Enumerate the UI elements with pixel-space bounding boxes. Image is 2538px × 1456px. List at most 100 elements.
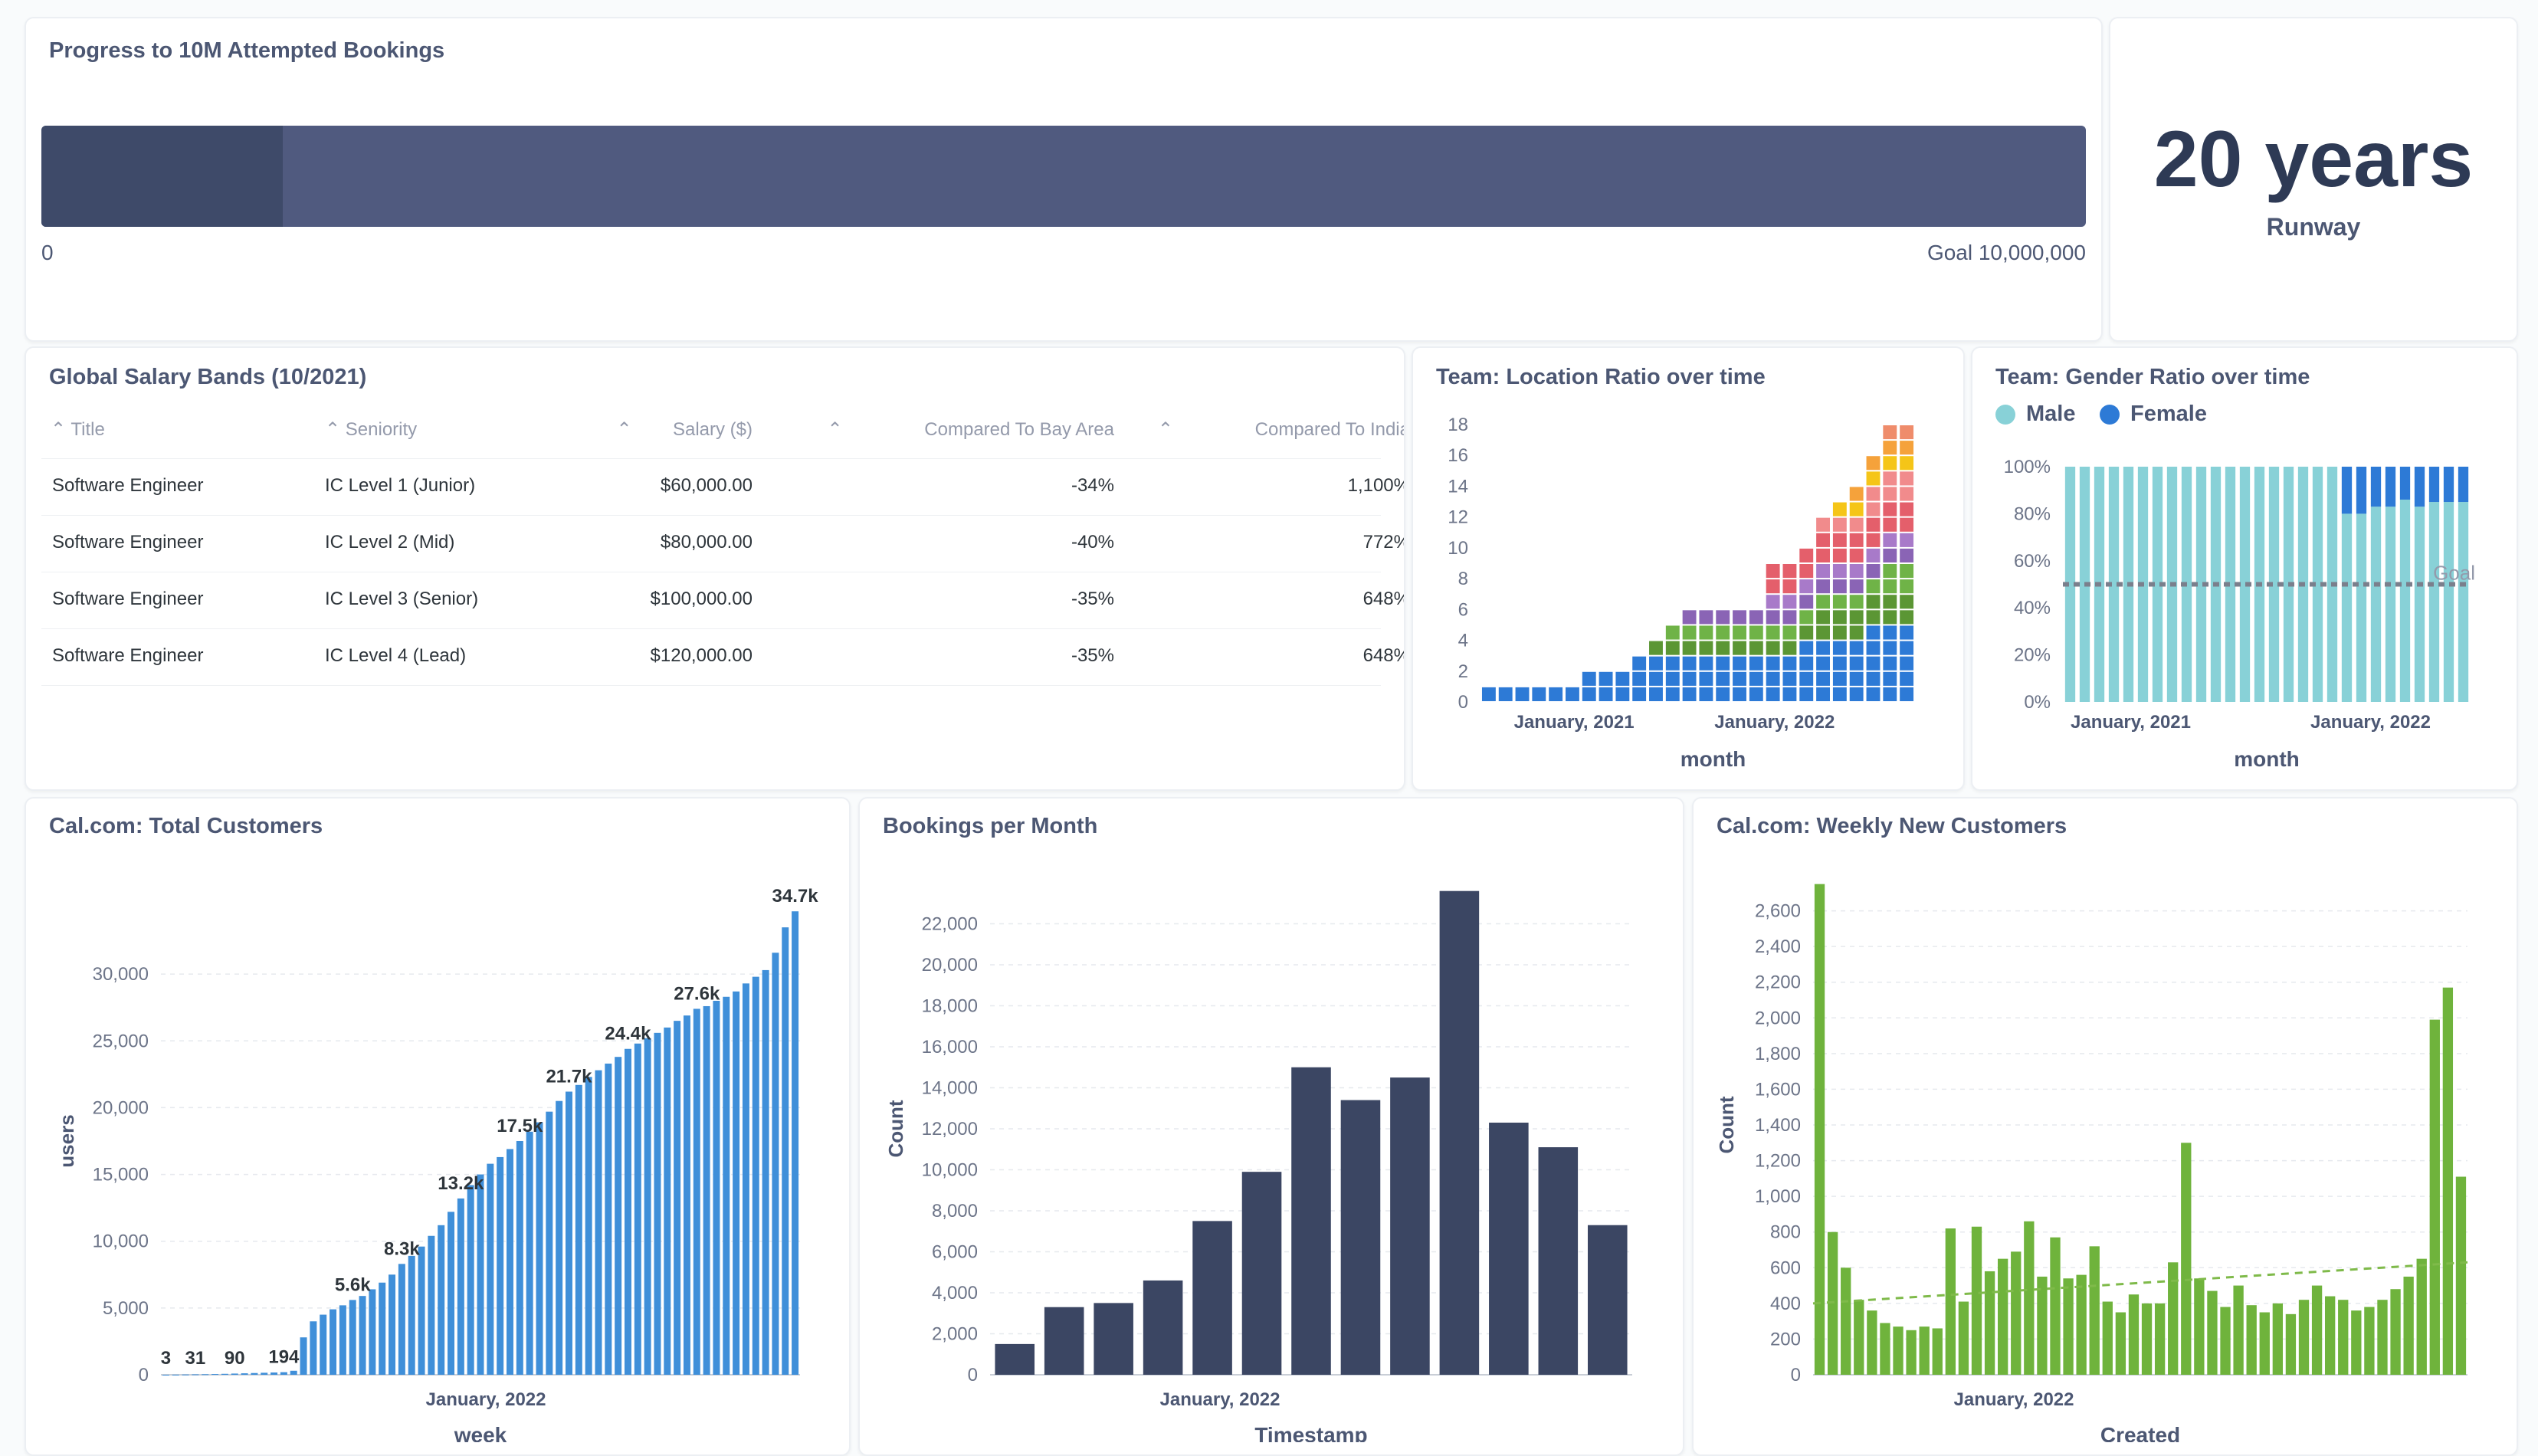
location-bar-segment — [1900, 564, 1914, 579]
y-tick-label: 1,000 — [1755, 1186, 1801, 1207]
column-header-seniority[interactable]: ⌃ Seniority — [325, 419, 418, 440]
location-bar-segment — [1900, 533, 1914, 547]
customers-bar — [742, 983, 749, 1375]
location-bar-segment — [1900, 502, 1914, 516]
location-bar-segment — [1849, 671, 1864, 686]
customers-bar — [792, 911, 799, 1375]
y-tick-label: 10,000 — [93, 1231, 149, 1252]
y-tick-label: 4 — [1458, 631, 1468, 651]
data-label: 8.3k — [384, 1238, 420, 1259]
location-bar-segment — [1532, 687, 1546, 701]
bookings-bar — [995, 1343, 1035, 1375]
location-bar-segment — [1699, 687, 1713, 701]
location-bar-segment — [1883, 533, 1897, 547]
gender-bar-male — [2341, 513, 2353, 702]
cell-salary: $100,000.00 — [650, 589, 753, 609]
y-tick-label: 200 — [1770, 1329, 1801, 1349]
bookings-bar — [1489, 1122, 1529, 1375]
y-tick-label: 4,000 — [932, 1283, 978, 1304]
gender-bar-female — [2414, 467, 2425, 507]
y-tick-label: 16,000 — [922, 1037, 978, 1058]
salary-title: Global Salary Bands (10/2021) — [49, 365, 367, 389]
location-bar-segment — [1782, 671, 1797, 686]
customers-bar — [497, 1156, 504, 1375]
location-bar-segment — [1849, 595, 1864, 609]
location-bar-segment — [1599, 687, 1613, 701]
weekly-bar — [1971, 1226, 1982, 1375]
customers-bar — [644, 1038, 651, 1375]
bookings-title: Bookings per Month — [883, 814, 1098, 838]
y-tick-label: 22,000 — [922, 914, 978, 935]
location-bar-segment — [1481, 687, 1496, 701]
weekly-bar — [2377, 1300, 2388, 1375]
location-bar-segment — [1682, 671, 1697, 686]
runway-value: 20 years — [2153, 115, 2474, 204]
location-bar-segment — [1799, 656, 1814, 671]
location-bar-segment — [1632, 687, 1647, 701]
location-bar-segment — [1849, 687, 1864, 701]
customers-bar — [428, 1235, 435, 1375]
customers-bar — [752, 976, 759, 1375]
column-header-title[interactable]: ⌃ Title — [51, 419, 105, 440]
weekly-bar — [2089, 1246, 2100, 1375]
weekly-card: Cal.com: Weekly New Customers 0 200 400 600… — [1692, 797, 2518, 1456]
location-bar-segment — [1716, 656, 1730, 671]
location-bar-segment — [1866, 641, 1881, 655]
weekly-bar — [1827, 1231, 1838, 1375]
location-bar-segment — [1866, 517, 1881, 532]
location-bar-segment — [1682, 641, 1697, 655]
location-bar-segment — [1883, 579, 1897, 594]
weekly-bar — [2037, 1276, 2048, 1375]
location-bar-segment — [1866, 625, 1881, 640]
bookings-bar — [1044, 1307, 1084, 1375]
location-bar-segment — [1816, 671, 1830, 686]
weekly-bar — [2050, 1237, 2061, 1375]
location-bar-segment — [1849, 625, 1864, 640]
cell-title: Software Engineer — [52, 645, 204, 666]
bookings-bar — [1439, 890, 1480, 1375]
customers-bar — [595, 1070, 602, 1375]
location-bar-segment — [1816, 656, 1830, 671]
weekly-bar — [1893, 1326, 1904, 1375]
location-bar-segment — [1733, 610, 1746, 625]
bookings-bar — [1241, 1172, 1282, 1375]
y-tick-label: 800 — [1770, 1222, 1801, 1243]
location-bar-segment — [1816, 610, 1830, 625]
location-bar-segment — [1716, 641, 1730, 655]
weekly-bar — [2338, 1300, 2349, 1375]
weekly-bar — [1997, 1258, 2008, 1375]
location-bar-segment — [1866, 456, 1881, 471]
weekly-bar — [2076, 1274, 2087, 1375]
x-tick-label: January, 2021 — [2071, 712, 2191, 733]
customers-title: Cal.com: Total Customers — [49, 814, 323, 838]
location-bar-segment — [1849, 656, 1864, 671]
customers-bar — [605, 1063, 612, 1375]
trend-line — [1812, 1261, 2468, 1305]
weekly-bar — [1841, 1267, 1851, 1375]
column-header-india[interactable]: ⌃ Compared To India — [1157, 419, 1405, 440]
gender-bar-female — [2341, 467, 2353, 514]
location-bar-segment — [1900, 456, 1914, 471]
data-label: 5.6k — [335, 1274, 371, 1295]
cell-india: 1,100% — [1347, 475, 1405, 496]
location-bar-segment — [1883, 641, 1897, 655]
location-bar-segment — [1900, 687, 1914, 701]
location-bar-segment — [1883, 595, 1897, 609]
location-bar-segment — [1782, 595, 1797, 609]
progress-bar — [41, 126, 2086, 227]
customers-bar — [359, 1296, 366, 1375]
y-tick-label: 5,000 — [103, 1298, 149, 1319]
gender-bar-female — [2356, 467, 2367, 514]
location-bar-segment — [1782, 656, 1797, 671]
gender-bar-male — [2370, 507, 2382, 702]
legend-item-male[interactable]: Male — [1995, 402, 2075, 427]
weekly-bar — [2207, 1290, 2218, 1375]
location-bar-segment — [1900, 625, 1914, 640]
data-label: 31 — [185, 1348, 206, 1369]
legend-item-female[interactable]: Female — [2100, 402, 2207, 427]
column-header-salary[interactable]: ⌃ Salary ($) — [616, 419, 753, 440]
progress-card: Progress to 10M Attempted Bookings 0 Goa… — [25, 17, 2103, 342]
column-header-bay-area[interactable]: ⌃ Compared To Bay Area — [827, 419, 1115, 440]
location-bar-segment — [1766, 656, 1780, 671]
location-bar-segment — [1515, 687, 1530, 701]
